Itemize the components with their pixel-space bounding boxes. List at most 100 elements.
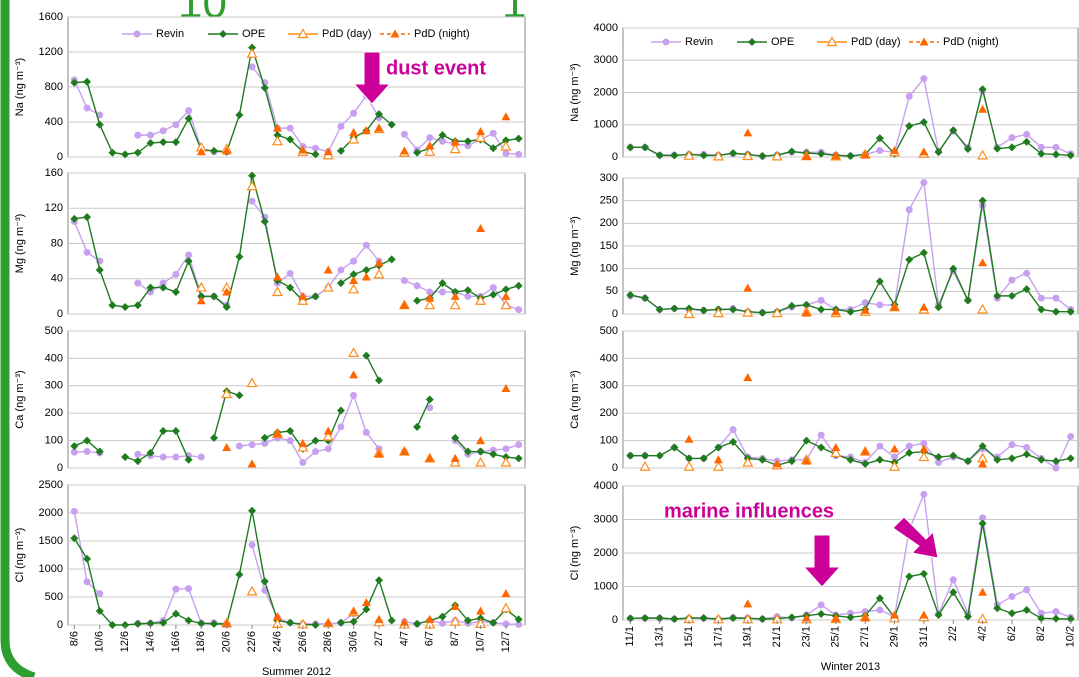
marker xyxy=(221,388,233,399)
marker xyxy=(413,282,421,290)
legend-label: PdD (day) xyxy=(851,36,901,48)
marker xyxy=(861,299,869,307)
marker xyxy=(449,299,461,310)
marker xyxy=(500,456,512,467)
marker xyxy=(172,121,180,129)
marker xyxy=(311,436,320,445)
marker xyxy=(375,376,384,385)
marker xyxy=(337,266,345,274)
marker xyxy=(742,150,754,161)
marker xyxy=(425,293,435,302)
marker xyxy=(1066,307,1075,316)
marker xyxy=(655,451,664,460)
marker xyxy=(729,437,738,446)
marker xyxy=(905,122,914,131)
marker xyxy=(860,305,870,314)
marker xyxy=(501,589,511,598)
marker xyxy=(712,150,724,161)
marker xyxy=(387,616,396,625)
marker xyxy=(247,459,257,468)
x-tick-label: 10/7 xyxy=(474,631,486,652)
marker xyxy=(831,151,841,160)
y-tick-label: 400 xyxy=(600,352,618,364)
plot-frame xyxy=(622,330,1079,469)
marker xyxy=(993,455,1002,464)
marker xyxy=(743,599,753,608)
marker xyxy=(312,448,320,456)
marker xyxy=(670,304,679,313)
marker xyxy=(95,120,104,129)
marker xyxy=(209,619,218,628)
marker xyxy=(699,613,708,622)
marker xyxy=(222,302,231,311)
marker xyxy=(425,614,435,623)
marker xyxy=(501,285,510,294)
legend-label: PdD (day) xyxy=(322,28,372,40)
marker xyxy=(133,457,142,466)
marker xyxy=(978,85,987,94)
marker xyxy=(272,612,282,621)
y-axis-label: Mg (ng m⁻³) xyxy=(569,216,581,276)
y-tick-label: 500 xyxy=(45,325,63,337)
marker xyxy=(463,616,472,625)
marker xyxy=(298,145,308,154)
marker xyxy=(489,129,497,137)
marker xyxy=(1007,454,1016,463)
marker xyxy=(1052,464,1060,472)
marker xyxy=(260,83,269,92)
marker xyxy=(515,441,523,449)
marker xyxy=(362,241,370,249)
marker xyxy=(348,283,360,294)
marker xyxy=(222,146,232,155)
marker xyxy=(337,122,345,130)
marker xyxy=(743,128,753,137)
slide-border xyxy=(0,0,36,677)
marker xyxy=(95,607,104,615)
marker xyxy=(70,214,79,223)
x-tick-label: 19/1 xyxy=(742,626,754,647)
x-tick-label: 29/1 xyxy=(888,626,900,647)
y-tick-label: 2000 xyxy=(594,547,618,559)
annotation: marine influences xyxy=(664,500,834,522)
marker xyxy=(390,29,400,38)
marker xyxy=(373,268,385,279)
marker xyxy=(1023,586,1031,594)
marker xyxy=(501,291,511,300)
marker xyxy=(847,609,854,617)
marker xyxy=(425,395,434,404)
marker xyxy=(1037,294,1045,302)
marker xyxy=(670,443,679,452)
marker xyxy=(919,569,928,578)
marker xyxy=(387,255,396,264)
y-tick-label: 4000 xyxy=(594,22,618,34)
marker xyxy=(787,613,796,622)
marker xyxy=(919,444,929,453)
marker xyxy=(83,436,92,445)
marker xyxy=(743,283,753,292)
marker xyxy=(748,38,756,46)
marker xyxy=(934,610,943,619)
marker xyxy=(95,447,104,456)
marker xyxy=(801,456,811,465)
x-tick-label: 13/1 xyxy=(654,626,666,647)
marker xyxy=(323,618,333,627)
marker xyxy=(235,111,244,119)
marker xyxy=(514,454,523,463)
marker xyxy=(399,146,409,155)
marker xyxy=(905,206,913,214)
marker xyxy=(771,150,783,161)
marker xyxy=(1052,294,1060,302)
marker xyxy=(817,609,826,618)
marker xyxy=(286,135,295,144)
marker xyxy=(743,373,753,382)
x-tick-label: 31/1 xyxy=(918,626,930,647)
marker xyxy=(96,590,104,598)
marker xyxy=(134,279,142,287)
x-tick-label: 6/2 xyxy=(1006,626,1018,641)
y-tick-label: 1000 xyxy=(39,563,63,575)
marker xyxy=(235,442,243,450)
marker xyxy=(108,148,117,157)
marker xyxy=(729,305,738,314)
marker xyxy=(348,347,360,358)
legend-label: PdD (night) xyxy=(943,36,999,48)
